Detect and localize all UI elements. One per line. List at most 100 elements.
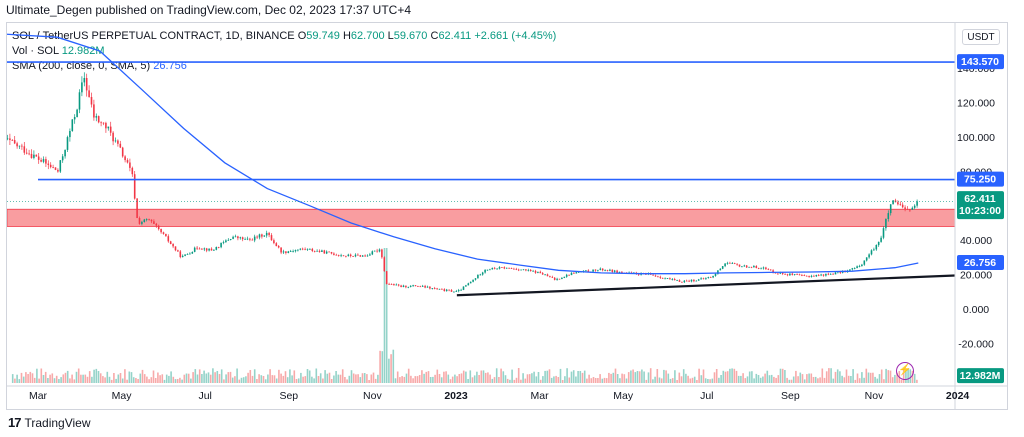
volume-bar — [80, 374, 82, 383]
volume-bar — [432, 376, 434, 383]
candle-body — [913, 205, 916, 208]
candle-body — [527, 269, 530, 271]
volume-bar — [718, 377, 720, 383]
volume-bar — [405, 373, 408, 383]
y-tick-label: 100.000 — [957, 132, 995, 144]
candle-body — [7, 138, 9, 140]
volume-bar — [779, 368, 782, 383]
candle-body — [556, 278, 558, 280]
volume-bar — [95, 368, 98, 383]
candle-body — [685, 280, 688, 282]
volume-bar — [434, 374, 436, 383]
candle-body — [133, 174, 136, 199]
candle-body — [544, 274, 546, 276]
candle-body — [73, 117, 76, 120]
flash-icon[interactable]: ⚡ — [896, 362, 914, 380]
volume-bar — [667, 373, 670, 383]
candle-body — [568, 274, 570, 276]
volume-bar — [836, 369, 839, 383]
candle-body — [479, 274, 482, 276]
volume-bar — [251, 375, 254, 383]
currency-button[interactable]: USDT — [962, 29, 1000, 45]
tradingview-logo[interactable]: 17 TradingView — [8, 415, 91, 430]
volume-bar — [308, 370, 311, 383]
volume-bar — [381, 351, 384, 383]
candle-body — [563, 276, 566, 278]
volume-bar — [121, 378, 124, 383]
candle-body — [366, 255, 369, 257]
volume-bar — [663, 369, 665, 383]
volume-legend[interactable]: Vol · SOL 12.982M — [12, 45, 105, 57]
candle-body — [520, 269, 522, 271]
volume-bar — [44, 371, 47, 383]
symbol-name[interactable]: SOL / TetherUS PERPETUAL CONTRACT, 1D, B… — [12, 30, 295, 42]
volume-bar — [812, 377, 815, 383]
volume-bar — [183, 374, 186, 383]
candle-body — [741, 266, 743, 268]
volume-bar — [834, 371, 837, 383]
volume-bar — [247, 372, 249, 383]
candle-body — [136, 198, 138, 218]
candle-body — [304, 248, 306, 250]
candle-body — [258, 234, 261, 238]
x-tick-label: Sep — [279, 390, 298, 402]
volume-bar — [392, 349, 395, 383]
candle-body — [561, 277, 563, 279]
candle-body — [148, 219, 150, 220]
volume-bar — [559, 368, 562, 383]
volume-bar — [825, 371, 828, 383]
candle-body — [40, 159, 42, 162]
candle-body — [894, 200, 897, 203]
volume-bar — [872, 372, 874, 383]
volume-bar — [656, 369, 659, 383]
candle-body — [54, 167, 57, 170]
volume-bar — [698, 368, 700, 383]
volume-bar — [174, 379, 177, 383]
candle-body — [9, 138, 11, 140]
candle-body — [798, 274, 801, 276]
candle-body — [657, 276, 659, 278]
volume-bar — [82, 374, 84, 383]
candle-body — [489, 269, 491, 271]
candle-body — [28, 153, 30, 155]
candle-body — [359, 255, 362, 257]
current-price-label: 62.411 — [964, 193, 996, 205]
candle-body — [532, 270, 534, 272]
candle-body — [378, 249, 381, 252]
candle-body — [309, 248, 311, 250]
candle-body — [505, 267, 508, 269]
candle-body — [421, 285, 424, 287]
candle-body — [349, 254, 352, 256]
candle-body — [899, 204, 902, 206]
volume-bar — [179, 377, 181, 383]
candle-body — [443, 289, 446, 292]
candle-body — [889, 204, 892, 214]
candle-body — [117, 140, 119, 144]
volume-bar — [148, 379, 150, 383]
volume-bar — [566, 368, 568, 383]
candle-body — [277, 246, 280, 248]
volume-bar — [429, 377, 432, 383]
volume-bar — [73, 379, 76, 383]
candle-body — [606, 270, 609, 271]
candle-body — [85, 78, 88, 91]
sma-legend[interactable]: SMA (200, close, 0, SMA, 5) 26.756 — [12, 60, 187, 72]
candle-body — [810, 275, 813, 277]
candle-body — [273, 240, 275, 244]
volume-bar — [357, 374, 359, 383]
volume-bar — [803, 379, 806, 383]
volume-bar — [647, 372, 650, 383]
volume-bar — [660, 378, 663, 383]
volume-bar — [348, 375, 351, 383]
candle-body — [592, 269, 594, 272]
candle-body — [549, 276, 551, 277]
volume-bar — [64, 372, 67, 383]
volume-bar — [58, 379, 60, 383]
volume-bar — [808, 373, 810, 383]
candle-body — [551, 276, 554, 278]
candle-body — [774, 272, 777, 274]
candle-body — [553, 277, 556, 280]
volume-bar — [414, 376, 417, 383]
volume-bar — [253, 369, 256, 383]
